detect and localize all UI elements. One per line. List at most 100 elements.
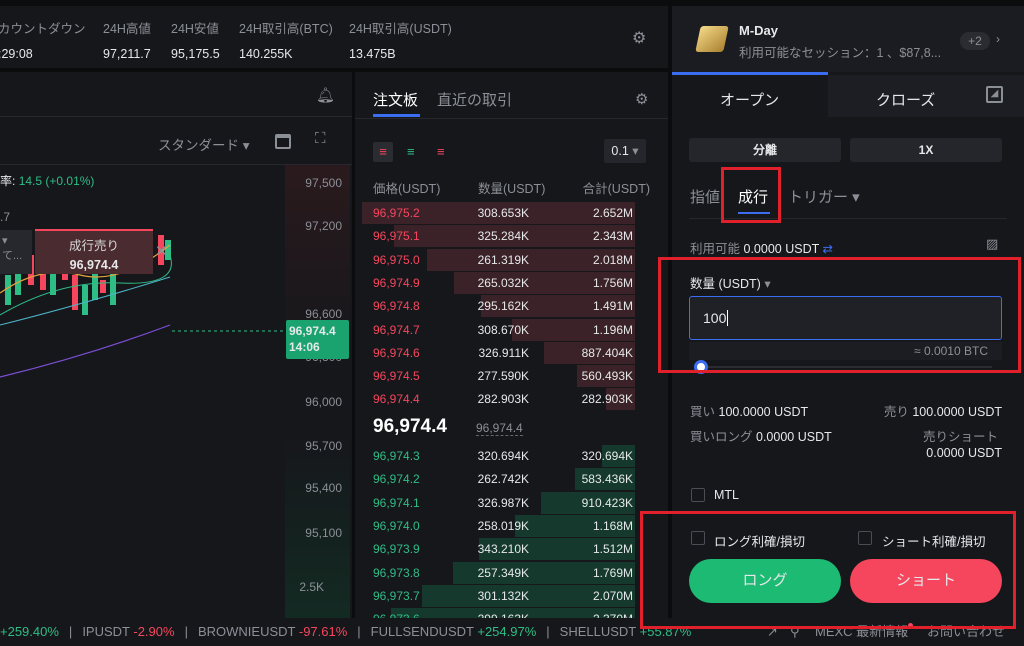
- row-price: 96,975.0: [373, 252, 420, 267]
- long-tpsl-checkbox[interactable]: [691, 531, 705, 545]
- row-price: 96,974.3: [373, 449, 420, 463]
- orderbook-settings-icon[interactable]: ⚙: [635, 91, 649, 108]
- header-qty: 数量(USDT): [478, 182, 546, 196]
- candle: [82, 285, 88, 315]
- leverage-button[interactable]: 1X: [850, 138, 1002, 162]
- order-type-limit[interactable]: 指値: [690, 189, 721, 206]
- depth-bar: [511, 318, 635, 341]
- bid-row[interactable]: 96,974.2 262.742K 583.436K: [355, 468, 651, 491]
- row-qty: 262.742K: [477, 472, 529, 487]
- ticker-item[interactable]: | FULLSENDUSDT +254.97%: [357, 624, 537, 639]
- mark-price[interactable]: 96,974.4: [476, 421, 523, 436]
- depth-bar: [393, 225, 635, 248]
- header-total: 合計(USDT): [582, 182, 650, 196]
- bid-row[interactable]: 96,974.1 326.987K 910.423K: [355, 491, 651, 514]
- market-sell-popup[interactable]: 成行売り 96,974.4: [35, 229, 153, 274]
- ticker-item[interactable]: | IPUSDT -2.90%: [68, 624, 175, 639]
- promo-banner[interactable]: M-Day 利用可能なセッション：1 、$87,8... +2 ›: [672, 6, 1024, 72]
- short-tpsl-checkbox[interactable]: [858, 531, 872, 545]
- row-qty: 326.987K: [477, 495, 529, 510]
- mtl-checkbox[interactable]: [691, 488, 705, 502]
- ask-row[interactable]: 96,974.4 282.903K 282.903K: [355, 388, 651, 411]
- order-type-market[interactable]: 成行: [738, 189, 769, 206]
- view-both-icon[interactable]: ≡: [373, 142, 393, 162]
- ticker-item[interactable]: | BROWNIEUSDT -97.61%: [184, 624, 348, 639]
- tab-open[interactable]: オープン: [720, 92, 780, 109]
- row-qty: 265.032K: [477, 275, 529, 290]
- row-price: 96,974.5: [373, 369, 420, 384]
- ask-row[interactable]: 96,974.6 326.911K 887.404K: [355, 341, 651, 364]
- margin-mode-button[interactable]: 分離: [689, 138, 841, 162]
- row-qty: 258.019K: [477, 518, 529, 533]
- bid-row[interactable]: 96,973.7 301.132K 2.070M: [355, 584, 651, 607]
- calculator-icon[interactable]: ◢: [986, 86, 1003, 103]
- row-price: 96,973.8: [373, 565, 420, 580]
- row-qty: 261.319K: [477, 252, 529, 267]
- order-popup-left: ▾ て...: [0, 230, 32, 274]
- highlight-order-buttons: [640, 511, 1016, 629]
- row-total: 320.694K: [581, 449, 633, 463]
- bell-icon[interactable]: 🔔︎: [316, 87, 336, 104]
- qty-unit-dropdown[interactable]: 数量 (USDT) ▾: [690, 277, 771, 291]
- ask-row[interactable]: 96,975.1 325.284K 2.343M: [355, 225, 651, 248]
- depth-bar: [605, 388, 635, 411]
- short-button[interactable]: ショート: [850, 559, 1002, 603]
- candle: [40, 260, 46, 290]
- view-mode-dropdown[interactable]: スタンダード ▾: [158, 138, 250, 153]
- tab-close[interactable]: クローズ: [876, 92, 936, 109]
- row-total: 1.756M: [592, 275, 633, 290]
- stat-24h-vol-btc: 24H取引高(BTC) 140.255K: [239, 22, 333, 61]
- share-icon[interactable]: ↗: [767, 624, 778, 639]
- row-price: 96,974.1: [373, 495, 420, 510]
- ask-row[interactable]: 96,974.8 295.162K 1.491M: [355, 295, 651, 318]
- fullscreen-icon[interactable]: ⛶: [315, 130, 326, 147]
- bid-row[interactable]: 96,973.9 343.210K 1.512M: [355, 538, 651, 561]
- view-bids-icon[interactable]: ≡: [407, 144, 415, 159]
- user-icon[interactable]: ⚲: [790, 624, 800, 639]
- row-price: 96,973.9: [373, 542, 420, 557]
- row-total: 583.436K: [581, 472, 633, 487]
- ask-row[interactable]: 96,975.2 308.653K 2.652M: [355, 202, 651, 224]
- quantity-input[interactable]: 100: [689, 296, 1002, 340]
- bottom-ticker: +259.40% | IPUSDT -2.90% | BROWNIEUSDT -97.6…: [0, 618, 1024, 646]
- row-qty: 343.210K: [477, 542, 529, 557]
- stat-24h-high: 24H高値 97,211.7: [103, 22, 151, 61]
- market-stats-bar: カウントダウン:29:08 24H高値 97,211.7 24H安値 95,175.…: [0, 6, 668, 68]
- tab-orderbook[interactable]: 注文板: [373, 92, 419, 109]
- depth-bar: [481, 295, 635, 318]
- depth-bar: [454, 271, 635, 294]
- view-asks-icon[interactable]: ≡: [437, 144, 445, 159]
- transfer-icon[interactable]: ⇄: [822, 242, 833, 256]
- ask-row[interactable]: 96,975.0 261.319K 2.018M: [355, 248, 651, 271]
- settings-sliders-icon[interactable]: ⚙: [632, 30, 647, 47]
- row-qty: 301.132K: [477, 588, 529, 603]
- depth-bar: [421, 584, 635, 607]
- long-button[interactable]: ロング: [689, 559, 841, 603]
- layout-icon[interactable]: [275, 134, 291, 149]
- row-qty: 308.670K: [477, 322, 529, 337]
- row-qty: 295.162K: [477, 299, 529, 314]
- ask-row[interactable]: 96,974.7 308.670K 1.196M: [355, 318, 651, 341]
- highlight-quantity: [658, 257, 1021, 373]
- row-total: 2.018M: [592, 252, 633, 267]
- bid-row[interactable]: 96,974.3 320.694K 320.694K: [355, 445, 651, 467]
- ma-line-slow: [0, 324, 171, 378]
- qty-slider[interactable]: [700, 366, 992, 368]
- close-icon[interactable]: ✕: [155, 243, 168, 260]
- ask-row[interactable]: 96,974.5 277.590K 560.493K: [355, 365, 651, 388]
- candle: [100, 280, 106, 293]
- row-price: 96,974.2: [373, 472, 420, 487]
- ticker-item[interactable]: +259.40%: [0, 624, 59, 639]
- bid-row[interactable]: 96,974.0 258.019K 1.168M: [355, 514, 651, 537]
- chart-icon[interactable]: ▨: [986, 236, 999, 251]
- tab-recent-trades[interactable]: 直近の取引: [437, 92, 513, 109]
- ask-row[interactable]: 96,974.9 265.032K 1.756M: [355, 271, 651, 294]
- row-total: 2.343M: [592, 229, 633, 244]
- order-type-trigger[interactable]: トリガー ▾: [788, 189, 860, 206]
- chevron-right-icon[interactable]: ›: [996, 32, 1000, 46]
- precision-dropdown[interactable]: 0.1 ▾: [604, 139, 646, 163]
- stat-24h-vol-usdt: 24H取引高(USDT) 13.475B: [349, 22, 452, 61]
- depth-bar: [543, 341, 635, 364]
- highlight-market-tab: [721, 167, 781, 223]
- bid-row[interactable]: 96,973.8 257.349K 1.769M: [355, 561, 651, 584]
